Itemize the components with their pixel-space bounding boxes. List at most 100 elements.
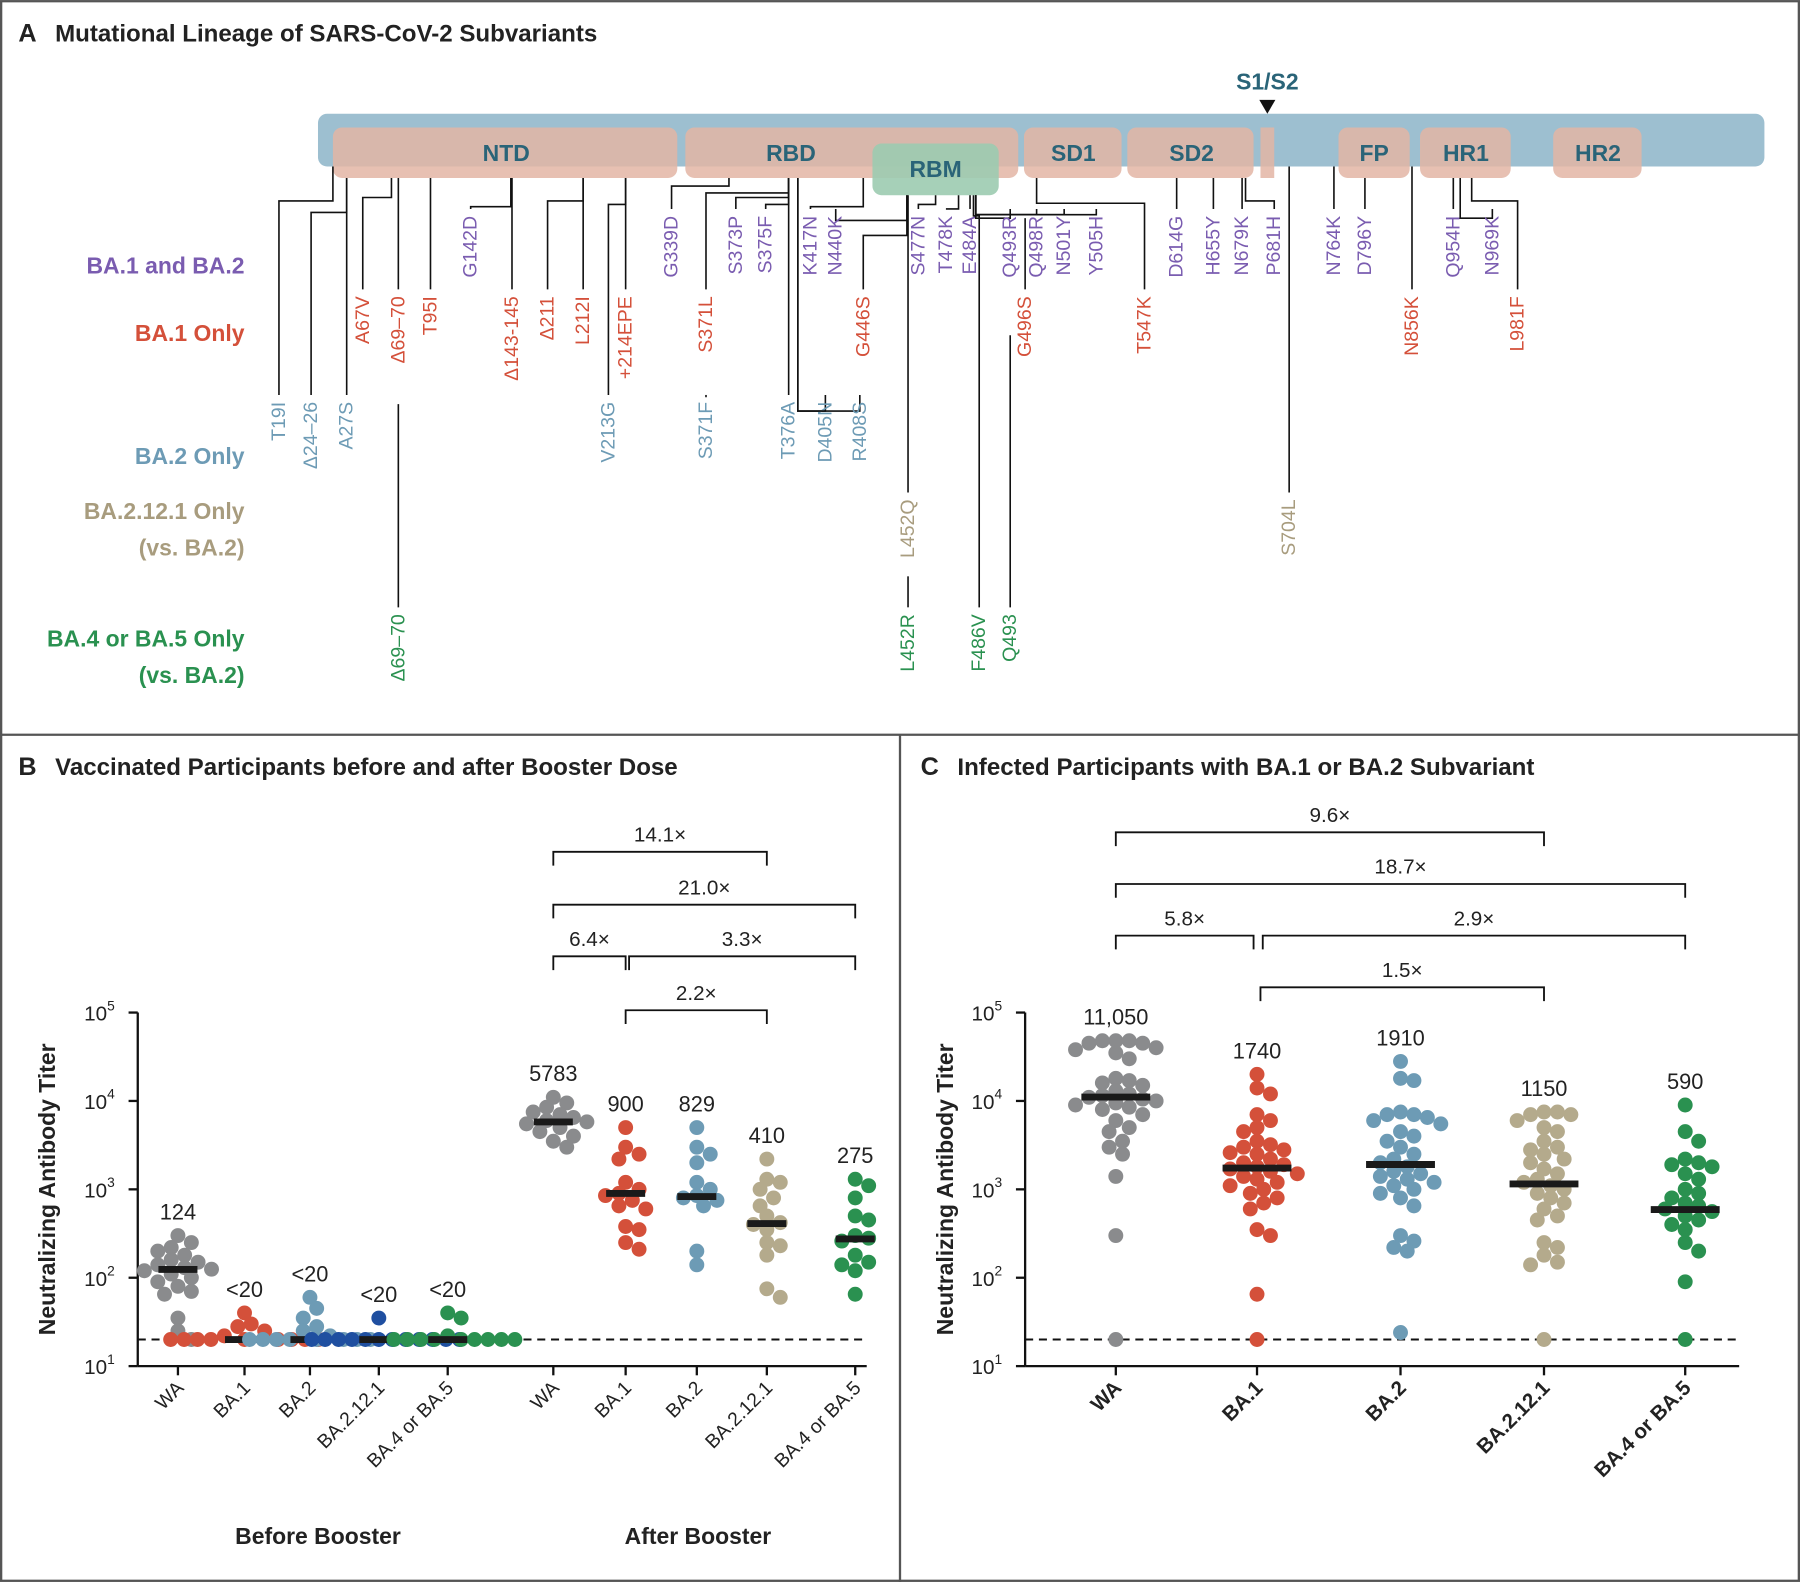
data-point	[772, 1174, 788, 1190]
data-point	[190, 1254, 206, 1270]
data-point	[1249, 1066, 1265, 1082]
mutation-label: T19I	[268, 402, 290, 441]
data-point	[493, 1332, 509, 1347]
data-point	[295, 1310, 311, 1326]
data-point	[1664, 1157, 1680, 1173]
median-value-label: 275	[837, 1143, 873, 1168]
y-tick-label: 104	[84, 1087, 115, 1114]
data-point	[618, 1219, 634, 1234]
data-point	[759, 1247, 775, 1263]
mutation-label: +214EPE	[615, 296, 637, 379]
mutation-label: Q493	[999, 614, 1021, 662]
mutation-label: R408S	[849, 402, 871, 462]
panel-letter: C	[921, 753, 939, 781]
comparison-bracket	[1114, 934, 1255, 950]
data-point	[759, 1151, 775, 1167]
data-point	[1406, 1073, 1422, 1089]
x-tick-label: BA.2	[662, 1377, 707, 1422]
mutation-label: F486V	[968, 614, 990, 671]
data-point	[440, 1305, 456, 1321]
mutation-label: V213G	[597, 402, 619, 463]
x-tick-label: BA.1	[1218, 1376, 1268, 1426]
data-point	[1148, 1040, 1164, 1056]
data-point	[136, 1263, 152, 1279]
median-value-label: 1910	[1376, 1025, 1425, 1050]
y-tick-label: 101	[972, 1352, 1003, 1379]
median-value-label: 900	[607, 1091, 643, 1116]
row-label-ba2121: BA.2.12.1 Only	[84, 498, 245, 524]
data-point	[1549, 1104, 1565, 1120]
section-label-after: After Booster	[625, 1523, 772, 1549]
data-point	[1549, 1139, 1565, 1155]
data-point	[1523, 1107, 1539, 1123]
median-value-label: <20	[360, 1282, 397, 1307]
data-point	[331, 1332, 346, 1347]
data-point	[1115, 1133, 1130, 1149]
domain-label: RBM	[909, 156, 961, 182]
mutation-leader-line	[670, 177, 730, 209]
data-point	[1536, 1146, 1552, 1162]
x-tick-label: BA.2	[1361, 1376, 1411, 1426]
domain-ntd	[332, 127, 678, 178]
data-point	[1108, 1113, 1124, 1129]
data-point	[190, 1332, 205, 1347]
domain-rbm	[872, 143, 999, 196]
mutation-label: N679K	[1231, 216, 1253, 276]
data-point	[834, 1257, 850, 1273]
data-point	[1536, 1332, 1552, 1347]
s1-s2-cleavage-label: S1/S2	[1236, 69, 1299, 95]
y-tick-label: 103	[84, 1175, 115, 1202]
data-point	[1372, 1185, 1388, 1201]
data-point	[317, 1332, 333, 1347]
mutation-label: T547K	[1134, 296, 1156, 353]
data-point	[157, 1286, 172, 1302]
mutation-leader-line	[945, 195, 960, 210]
data-point	[1249, 1107, 1265, 1123]
data-point	[1249, 1222, 1265, 1238]
median-value-label: 410	[749, 1123, 785, 1148]
data-point	[282, 1332, 298, 1347]
row-label-ba45: BA.4 or BA.5 Only	[47, 625, 245, 651]
mutation-label: L981F	[1507, 296, 1529, 351]
mutation-label: Δ69–70	[387, 614, 409, 681]
data-point	[1664, 1217, 1680, 1232]
data-point	[230, 1319, 246, 1335]
panel-a-letter: A	[18, 19, 36, 47]
data-point	[255, 1332, 271, 1347]
domain-sd1	[1023, 127, 1122, 178]
cleavage-segment	[1260, 127, 1275, 178]
mutation-leader-line	[974, 195, 1038, 216]
data-point	[1691, 1212, 1707, 1228]
data-point	[539, 1099, 555, 1115]
panel-title: Vaccinated Participants before and after…	[55, 754, 678, 781]
y-tick-label: 103	[972, 1175, 1003, 1202]
data-point	[1677, 1181, 1693, 1197]
data-point	[1121, 1033, 1137, 1049]
fold-change-label: 18.7×	[1374, 856, 1426, 879]
mutation-label: G446S	[852, 296, 874, 357]
data-point	[1556, 1195, 1572, 1211]
mutation-leader-line	[917, 195, 937, 209]
fold-change-label: 2.2×	[676, 982, 717, 1005]
row-label-ba2: BA.2 Only	[135, 443, 245, 469]
data-point	[1222, 1178, 1238, 1194]
median-value-label: 829	[679, 1091, 715, 1116]
data-point	[689, 1155, 705, 1171]
data-point	[1135, 1035, 1151, 1051]
data-point	[1664, 1190, 1680, 1206]
x-tick-label: WA	[526, 1377, 563, 1414]
data-point	[163, 1252, 179, 1268]
data-point	[1108, 1228, 1124, 1244]
x-tick-label: BA.1	[591, 1377, 636, 1422]
panel-a: A Mutational Lineage of SARS-CoV-2 Subva…	[18, 19, 1765, 688]
mutation-label: Q493R	[999, 216, 1021, 278]
mutation-leader-line	[546, 177, 584, 290]
mutation-leader-line	[1459, 177, 1494, 219]
row-label-ba1: BA.1 Only	[135, 320, 245, 346]
mutation-label: P681H	[1263, 216, 1285, 276]
data-point	[689, 1139, 705, 1155]
x-tick-label: BA.2.12.1	[701, 1377, 777, 1453]
data-point	[559, 1095, 575, 1111]
data-point	[847, 1171, 863, 1187]
data-point	[618, 1235, 634, 1251]
